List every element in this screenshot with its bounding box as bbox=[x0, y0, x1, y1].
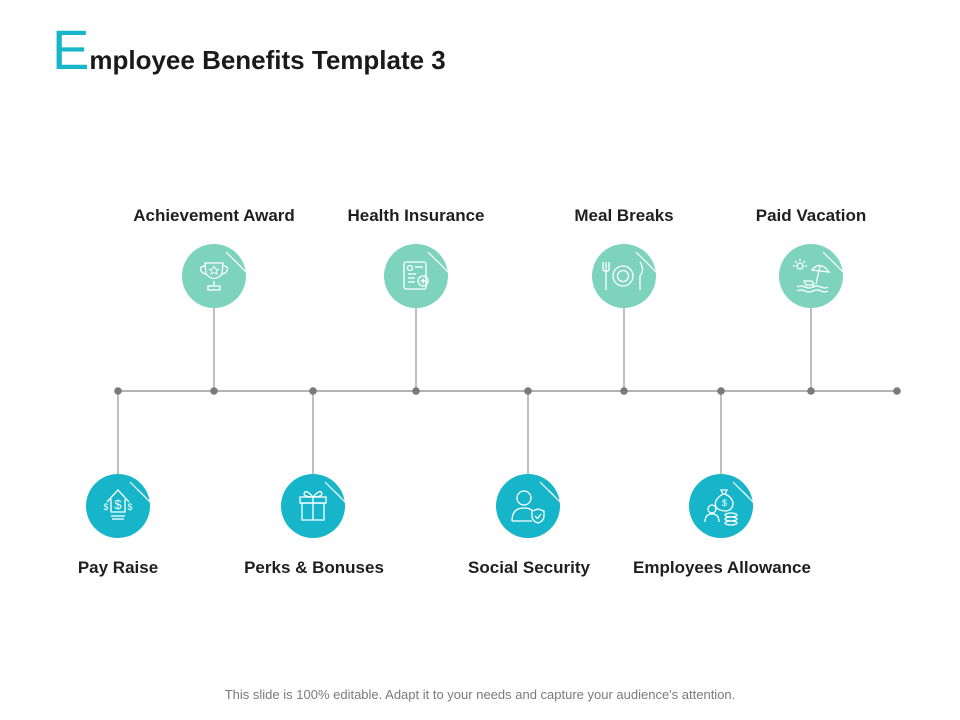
label-paid-vacation: Paid Vacation bbox=[755, 206, 867, 225]
label-achievement-award: Achievement Award bbox=[133, 206, 295, 225]
timeline-dot bbox=[807, 387, 815, 395]
label-pay-raise: Pay Raise bbox=[77, 558, 159, 577]
trophy-icon bbox=[199, 262, 229, 291]
label-social-security: Social Security bbox=[468, 558, 590, 577]
gift-icon bbox=[299, 490, 327, 521]
svg-text:$: $ bbox=[103, 502, 108, 512]
page-title: Employee Benefits Template 3 bbox=[52, 22, 446, 82]
label-perks-bonuses: Perks & Bonuses bbox=[244, 558, 384, 577]
timeline-dot bbox=[620, 387, 628, 395]
timeline-dot bbox=[210, 387, 218, 395]
svg-text:$: $ bbox=[722, 498, 727, 508]
node-meal-breaks bbox=[592, 244, 657, 308]
insurance-document-icon bbox=[403, 261, 429, 290]
node-employees-allowance: $ bbox=[689, 474, 754, 538]
beach-umbrella-icon bbox=[793, 259, 831, 293]
label-employees-allowance: Employees Allowance bbox=[633, 558, 811, 577]
timeline-dot bbox=[524, 387, 532, 395]
footer-note: This slide is 100% editable. Adapt it to… bbox=[224, 687, 736, 702]
svg-text:$: $ bbox=[114, 497, 122, 512]
plate-cutlery-icon bbox=[602, 261, 644, 290]
node-achievement-award bbox=[182, 244, 247, 308]
timeline-dot bbox=[717, 387, 725, 395]
label-health-insurance: Health Insurance bbox=[347, 206, 485, 225]
money-growth-icon: $ $ $ bbox=[103, 489, 133, 520]
node-health-insurance bbox=[384, 244, 449, 308]
svg-text:$: $ bbox=[127, 502, 132, 512]
node-perks-bonuses bbox=[281, 474, 346, 538]
timeline-dot bbox=[309, 387, 317, 395]
timeline-dot bbox=[412, 387, 420, 395]
timeline-dot bbox=[893, 387, 901, 395]
timeline-dots bbox=[114, 387, 901, 395]
title-first-letter: E bbox=[52, 18, 90, 81]
person-shield-icon bbox=[511, 490, 545, 524]
timeline-dot bbox=[114, 387, 122, 395]
node-paid-vacation bbox=[779, 244, 844, 308]
node-pay-raise: $ $ $ bbox=[86, 474, 151, 538]
title-rest: mployee Benefits Template 3 bbox=[89, 45, 446, 75]
money-bag-icon: $ bbox=[704, 489, 738, 526]
label-meal-breaks: Meal Breaks bbox=[574, 206, 674, 225]
node-social-security bbox=[496, 474, 561, 538]
